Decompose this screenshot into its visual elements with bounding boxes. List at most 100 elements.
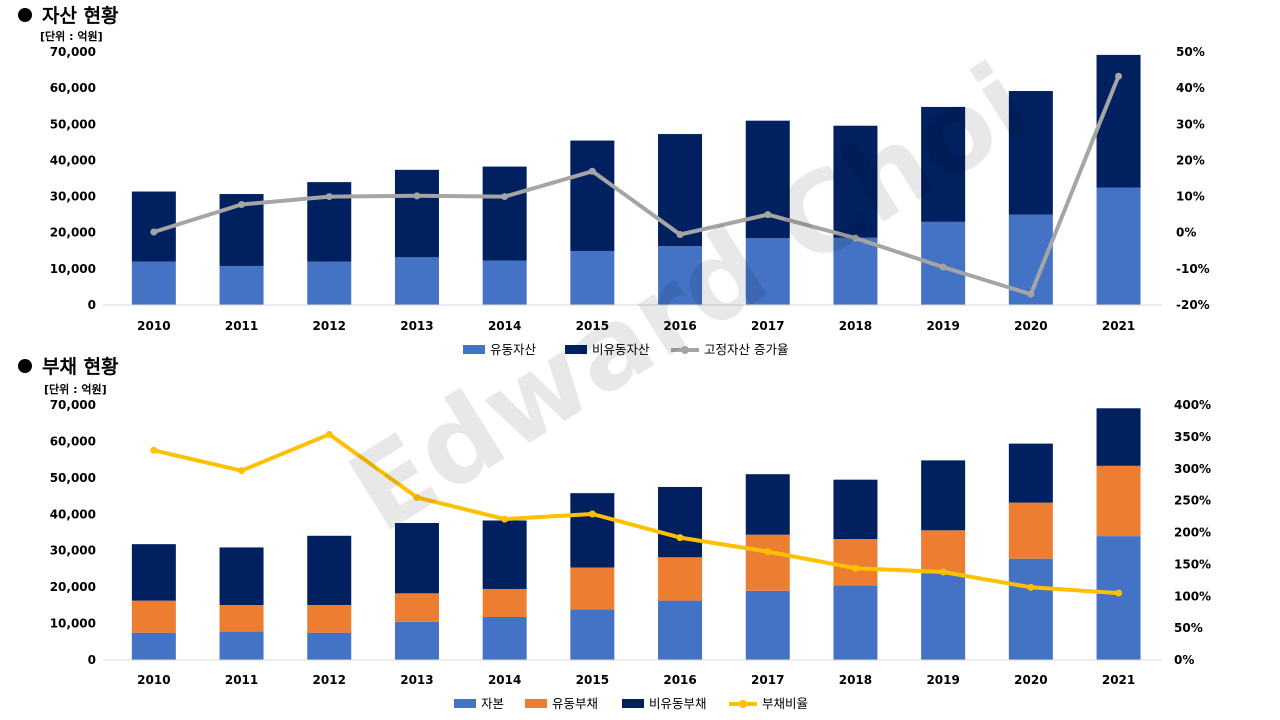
line-point [325,430,333,438]
liability-unit-label: [단위 : 억원] [44,383,107,396]
y2-tick-label: 30% [1176,117,1205,131]
bar-비유동자산 [833,125,878,238]
line-point [325,193,333,201]
y2-tick-label: -10% [1176,262,1210,276]
legend-label: 유동부채 [552,696,598,711]
legend-label: 비유동부채 [649,696,707,711]
asset-unit-label: [단위 : 억원] [40,30,103,43]
line-point [588,167,596,175]
x-tick-label: 2015 [576,673,609,687]
bar-유동자산 [658,246,703,305]
x-tick-label: 2010 [137,319,170,333]
y2-tick-label: 10% [1176,190,1205,204]
bar-비유동부채 [1096,408,1141,466]
line-부채비율 [153,432,1119,596]
x-tick-label: 2018 [839,319,872,333]
bar-비유동부채 [482,520,527,589]
bar-자본 [394,621,439,660]
legend-label: 부채비율 [762,696,808,711]
bar-비유동자산 [921,106,966,222]
y2-tick-label: 150% [1174,557,1211,571]
x-tick-label: 2019 [926,673,959,687]
bar-비유동부채 [745,474,790,535]
y-tick-label: 10,000 [50,262,96,276]
bar-자본 [570,609,615,660]
bar-유동자산 [1096,187,1141,305]
bar-자본 [833,585,878,660]
y2-tick-label: 200% [1174,526,1211,540]
bar-유동자산 [745,238,790,305]
bar-유동부채 [307,604,352,633]
y2-tick-label: -20% [1176,298,1210,312]
bar-자본 [1008,558,1053,660]
bar-유동자산 [131,261,176,305]
y-tick-label: 30,000 [50,544,96,558]
bar-비유동부채 [307,535,352,605]
line-point [764,548,772,556]
y-tick-label: 40,000 [50,153,96,167]
x-tick-label: 2017 [751,319,784,333]
line-point [588,510,596,518]
line-point [1027,290,1035,298]
x-tick-label: 2017 [751,673,784,687]
bar-유동부채 [833,539,878,586]
legend-label: 비유동자산 [592,342,650,357]
y2-tick-label: 20% [1176,153,1205,167]
bar-유동부채 [482,588,527,618]
bar-비유동자산 [482,166,527,261]
legend-label: 자본 [481,696,504,711]
bar-자본 [482,617,527,660]
x-tick-label: 2021 [1102,319,1135,333]
y-tick-label: 50,000 [50,471,96,485]
bar-자본 [131,632,176,660]
x-tick-label: 2011 [225,319,258,333]
line-point [238,201,246,209]
x-tick-label: 2013 [400,319,433,333]
y-tick-label: 70,000 [50,398,96,412]
x-tick-label: 2020 [1014,673,1047,687]
bar-비유동자산 [394,169,439,258]
bar-자본 [745,590,790,660]
y2-tick-label: 350% [1174,430,1211,444]
line-point [238,467,246,475]
x-tick-label: 2021 [1102,673,1135,687]
line-point [150,228,158,236]
x-tick-label: 2013 [400,673,433,687]
legend-swatch-유동부채 [525,699,547,708]
y2-tick-label: 250% [1174,494,1211,508]
x-tick-label: 2019 [926,319,959,333]
y-tick-label: 20,000 [50,580,96,594]
bar-비유동부채 [219,547,264,605]
asset-section-title: 자산 현황 [18,1,119,28]
line-point [676,534,684,542]
bar-유동부채 [1096,465,1141,537]
line-point [764,211,772,219]
y-tick-label: 60,000 [50,434,96,448]
y-tick-label: 30,000 [50,190,96,204]
line-point [501,193,509,201]
bar-자본 [1096,536,1141,660]
line-point [851,234,859,242]
y2-tick-label: 400% [1174,398,1211,412]
bar-자본 [307,632,352,660]
bar-유동부채 [570,567,615,610]
y-tick-label: 0 [88,653,96,667]
bar-유동자산 [482,260,527,305]
y2-tick-label: 100% [1174,589,1211,603]
x-tick-label: 2011 [225,673,258,687]
line-point [939,568,947,576]
y2-tick-label: 50% [1176,45,1205,59]
y2-tick-label: 40% [1176,81,1205,95]
y-tick-label: 20,000 [50,226,96,240]
bar-유동부채 [131,600,176,633]
line-point [939,263,947,271]
y-tick-label: 40,000 [50,507,96,521]
bar-비유동자산 [570,140,615,252]
y-tick-label: 50,000 [50,117,96,131]
bar-비유동부채 [394,523,439,594]
legend-swatch-유동자산 [463,345,485,354]
bar-유동부채 [921,530,966,574]
line-point [851,564,859,572]
bar-자본 [658,600,703,660]
